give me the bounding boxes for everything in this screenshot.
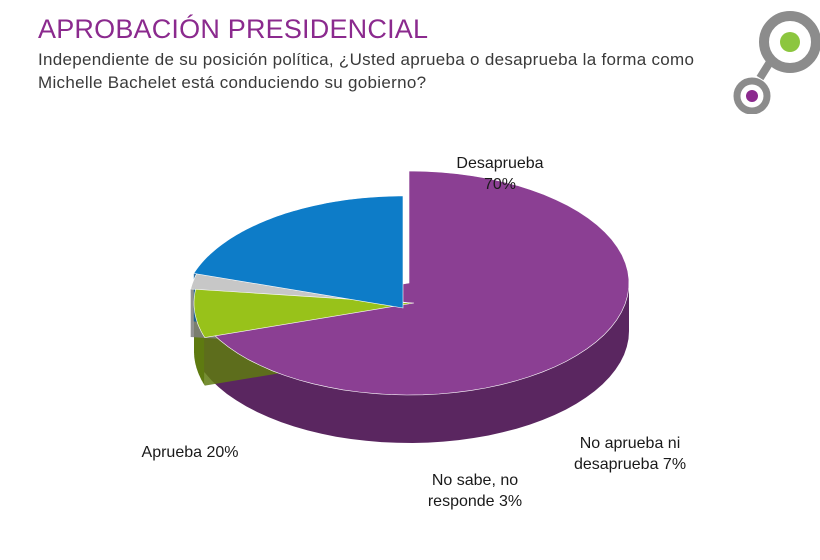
logo-small-ring (733, 77, 771, 114)
logo-connector (756, 59, 774, 81)
pie-label-aprueba: Aprueba 20% (120, 442, 260, 463)
pie-slice-desaprueba (199, 170, 630, 396)
logo-green-dot (780, 32, 800, 52)
pie-label-line: 70% (483, 176, 517, 193)
pie-label-line: desaprueba 7% (573, 456, 687, 473)
pie-label-no-aprueba-ni-desaprueba: No aprueba ni desaprueba 7% (555, 433, 705, 475)
pie-label-line: No aprueba ni (579, 435, 681, 452)
pie-label-line: No sabe, no (431, 472, 519, 489)
logo-purple-dot (746, 90, 758, 102)
pie-label-no-sabe: No sabe, no responde 3% (405, 470, 545, 512)
pie-slice-no-aprueba-ni-desaprueba (193, 288, 415, 338)
survey-question: Independiente de su posición política, ¿… (38, 50, 695, 92)
pie-label-desaprueba: Desaprueba 70% (430, 153, 570, 195)
pie-side-desaprueba (199, 283, 630, 443)
pie-top-faces (190, 170, 630, 396)
pie-slice-aprueba (193, 195, 404, 309)
page-title: APROBACIÓN PRESIDENCIAL (38, 14, 429, 44)
pie-label-line: Aprueba 20% (141, 444, 239, 461)
brand-logo (733, 11, 820, 114)
pie-label-line: Desaprueba (456, 155, 544, 172)
pie-label-line: responde 3% (427, 493, 523, 510)
logo-large-ring (759, 11, 820, 73)
